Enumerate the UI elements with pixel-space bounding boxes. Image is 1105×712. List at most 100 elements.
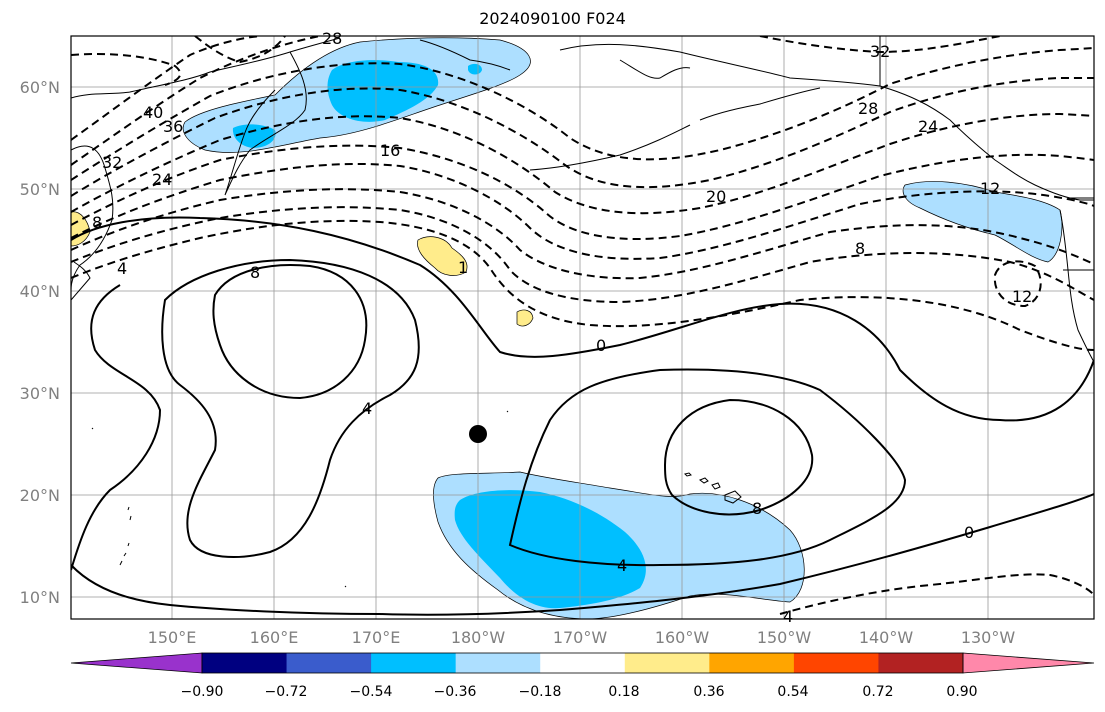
contour-label-4-central: 4	[617, 556, 627, 575]
contour-label-28-top: 28	[322, 29, 342, 48]
coast-hawaii-1	[698, 477, 709, 484]
lat-label-60: 60°N	[20, 78, 60, 97]
graticule	[71, 36, 1094, 619]
contour-label-24-west: 24	[152, 170, 172, 189]
shade-blue-bering-small	[232, 124, 276, 148]
contour-dash-16	[71, 162, 1094, 260]
lat-label-40: 40°N	[20, 282, 60, 301]
shade-blue-bering	[327, 60, 439, 122]
contour-label-36: 36	[163, 117, 183, 136]
colorbar-segment	[793, 653, 879, 673]
longitude-labels: 150°E 160°E 170°E 180°W 170°W 160°W 150°…	[148, 628, 1016, 647]
coast-dots	[91, 410, 509, 588]
map-frame	[70, 35, 1095, 620]
lon-label-150e: 150°E	[148, 628, 197, 647]
contour-0-west	[71, 493, 1094, 616]
contour-label-32-west: 32	[102, 153, 122, 172]
contour-8-loop	[212, 264, 368, 400]
lat-label-20: 20°N	[20, 486, 60, 505]
contour-dash-4-south	[779, 573, 1094, 615]
lon-label-180w: 180°W	[451, 628, 506, 647]
lon-label-160w: 160°W	[655, 628, 710, 647]
contour-dash-32-top	[759, 36, 1001, 54]
contour-labels: 40 36 32 32 28 28 24 24 20 16 12 12 8 8 …	[92, 29, 1032, 626]
colorbar-tick-label: −0.18	[519, 684, 562, 700]
contour-label-0-south: 0	[964, 523, 974, 542]
coast-hawaii-3	[724, 490, 742, 504]
coast-kamchatka	[224, 51, 307, 196]
contour-label-40: 40	[143, 103, 163, 122]
lat-label-30: 30°N	[20, 384, 60, 403]
coast-hawaii-4	[684, 472, 692, 477]
contour-label-8-dashed: 8	[855, 239, 865, 258]
colorbar-segment	[202, 653, 288, 673]
contour-label-32-east: 32	[870, 42, 890, 61]
dashed-contours	[71, 36, 1094, 615]
lon-label-170e: 170°E	[352, 628, 401, 647]
contour-dash-24	[71, 112, 1094, 215]
lon-label-150w: 150°W	[757, 628, 812, 647]
contour-dash-12-loop	[993, 260, 1042, 308]
coast-okhotsk	[71, 145, 114, 291]
colorbar-tick-label: −0.36	[434, 684, 477, 700]
colorbar-tick-label: 0.18	[608, 684, 639, 700]
lon-label-130w: 130°W	[961, 628, 1016, 647]
contour-label-20: 20	[706, 187, 726, 206]
colorbar-tick-label: 0.36	[693, 684, 724, 700]
coast-hawaii-2	[711, 482, 721, 490]
contour-dash-40	[71, 36, 261, 141]
solid-contours	[71, 216, 1094, 616]
colorbar-segment	[540, 653, 626, 673]
colorbar-frame	[201, 652, 964, 674]
contour-label-24-east: 24	[918, 117, 938, 136]
contour-dash-4-north	[71, 219, 1094, 351]
contour-dash-12	[71, 188, 1094, 280]
colorbar-tick-label: 0.90	[946, 684, 977, 700]
contour-label-8-edge: 8	[92, 213, 102, 232]
contour-dash-44	[71, 53, 182, 86]
colorbar-segment	[878, 653, 964, 673]
contour-dash-20	[71, 144, 1094, 240]
colorbar-segment	[455, 653, 541, 673]
colorbar-segment	[624, 653, 710, 673]
shade-yellow-small	[516, 309, 534, 327]
storm-center-marker	[469, 425, 487, 443]
coast-north-america	[1059, 209, 1094, 363]
colorbar-tick-label: −0.90	[181, 684, 224, 700]
contour-label-8-west: 8	[250, 263, 260, 282]
coast-alaska-inlets	[619, 59, 691, 79]
colorbar-tick-label: −0.72	[265, 684, 308, 700]
colorbar-segment	[371, 653, 457, 673]
map-title: 2024090100 F024	[479, 9, 626, 28]
contour-label-8-central: 8	[752, 499, 762, 518]
contour-label-4-south: 4	[783, 607, 793, 626]
colorbar-tick-label: 0.54	[777, 684, 808, 700]
colorbar-tick-label: 0.72	[862, 684, 893, 700]
contour-label-4-west: 4	[362, 399, 372, 418]
lon-label-140w: 140°W	[859, 628, 914, 647]
shade-blue-tropical	[454, 490, 646, 609]
colorbar-tick-label: −0.54	[350, 684, 393, 700]
coast-asia-north	[71, 37, 341, 99]
contour-label-12-loop: 12	[1012, 287, 1032, 306]
contour-dash-36	[71, 36, 321, 166]
contour-label-12-east: 12	[980, 179, 1000, 198]
colorbar-extend-low	[70, 652, 203, 674]
contour-4-outer	[71, 216, 1094, 422]
colorbar-segment	[286, 653, 372, 673]
lat-label-10: 10°N	[20, 588, 60, 607]
coast-japan-north	[71, 261, 91, 301]
contour-label-28-east: 28	[858, 99, 878, 118]
colorbar-extend-high	[962, 652, 1095, 674]
contour-dash-32	[71, 47, 1094, 181]
coast-alaska-west	[419, 39, 511, 71]
contour-label-16: 16	[380, 141, 400, 160]
lon-label-160e: 160°E	[250, 628, 299, 647]
contour-0-central	[508, 368, 907, 567]
coast-alaska-peninsula	[699, 87, 821, 121]
shade-blue-tip	[468, 63, 482, 75]
contour-label-1: 1	[458, 258, 468, 277]
coastlines	[71, 36, 1094, 588]
contour-8-central	[663, 398, 814, 516]
